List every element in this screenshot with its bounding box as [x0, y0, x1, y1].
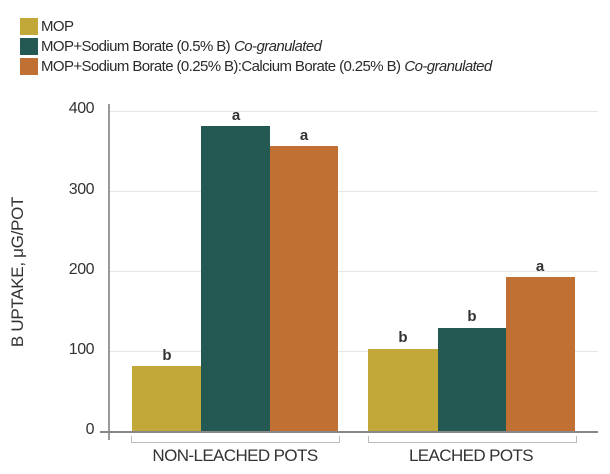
legend-swatch-gold: [20, 17, 38, 35]
y-tick-100: 100: [68, 341, 95, 358]
bar-nonleached-sodium-calcium-borate: [270, 146, 338, 432]
legend-item-sodium-calcium-borate: MOP+Sodium Borate (0.25% B):Calcium Bora…: [20, 56, 492, 76]
y-tick-0: 0: [85, 421, 95, 438]
bar-nonleached-mop: [132, 366, 201, 432]
legend-item-mop: MOP: [20, 16, 492, 36]
group-bracket-nonleached: [131, 436, 340, 443]
legend-swatch-orange: [20, 57, 38, 75]
y-tick-400: 400: [68, 100, 95, 117]
gridline-300: [108, 191, 598, 192]
y-axis-line: [108, 104, 110, 440]
bar-leached-sodium-borate: [438, 328, 506, 432]
bar-leached-mop: [368, 349, 438, 432]
bar-leached-sodium-calcium-borate: [506, 277, 575, 432]
y-axis-title-text: B UPTAKE, μG/POT: [8, 196, 27, 348]
legend: MOP MOP+Sodium Borate (0.5% B) Co-granul…: [20, 16, 492, 76]
sig-letter: a: [299, 127, 309, 144]
y-tick-200: 200: [68, 261, 95, 278]
y-tick-300: 300: [68, 181, 95, 198]
x-axis-line: [100, 431, 598, 433]
group-bracket-leached: [368, 436, 577, 443]
sig-letter: a: [231, 107, 241, 124]
sig-letter: b: [467, 308, 477, 325]
sig-letter: a: [535, 258, 545, 275]
bar-nonleached-sodium-borate: [201, 126, 270, 432]
x-category-nonleached: NON-LEACHED POTS: [152, 446, 318, 465]
gridline-100: [108, 351, 598, 352]
legend-label: MOP: [41, 17, 74, 35]
x-category-leached: LEACHED POTS: [408, 446, 534, 465]
sig-letter: b: [162, 347, 172, 364]
gridline-200: [108, 271, 598, 272]
legend-label-italic: Co-granulated: [234, 37, 322, 55]
gridline-400: [108, 111, 598, 112]
legend-item-sodium-borate: MOP+Sodium Borate (0.5% B) Co-granulated: [20, 36, 492, 56]
legend-label-italic: Co-granulated: [404, 57, 492, 75]
legend-label: MOP+Sodium Borate (0.25% B):Calcium Bora…: [41, 57, 401, 75]
legend-swatch-green: [20, 37, 38, 55]
sig-letter: b: [398, 329, 408, 346]
legend-label: MOP+Sodium Borate (0.5% B): [41, 37, 231, 55]
